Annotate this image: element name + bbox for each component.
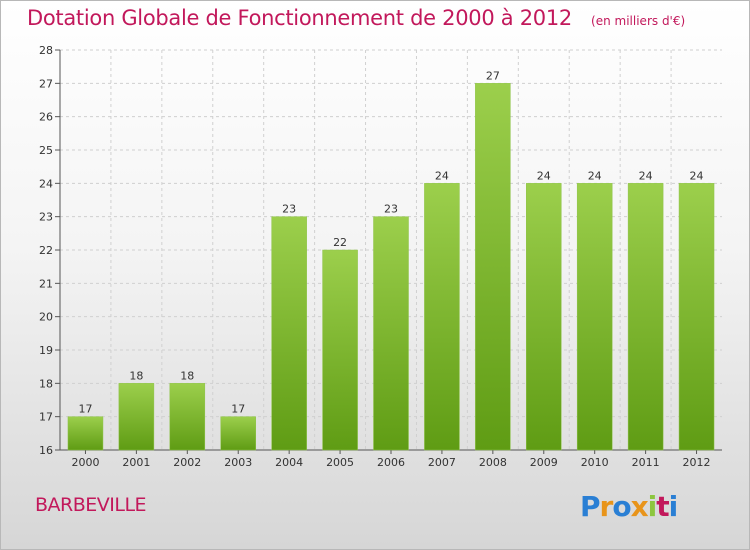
bar xyxy=(424,183,460,451)
y-tick-label: 18 xyxy=(39,377,53,390)
bar-value-label: 17 xyxy=(231,403,245,416)
logo-letter: i xyxy=(668,490,679,523)
x-tick-label: 2011 xyxy=(632,456,660,469)
place-name: BARBEVILLE xyxy=(35,494,147,516)
labels: 17 2000 18 2001 18 2002 17 2003 23 2004 22 2005 23 20… xyxy=(71,69,710,469)
bar xyxy=(475,83,511,451)
bar-value-label: 18 xyxy=(129,369,143,382)
bar xyxy=(373,216,409,451)
logo-letter: o xyxy=(612,490,631,523)
bar xyxy=(67,416,104,451)
x-tick-label: 2008 xyxy=(479,456,507,469)
bar xyxy=(271,216,307,451)
bar xyxy=(526,183,562,451)
y-tick-label: 17 xyxy=(39,411,53,424)
bar-value-label: 24 xyxy=(690,169,704,182)
bar-value-label: 17 xyxy=(78,403,92,416)
bar-value-label: 24 xyxy=(537,169,551,182)
chart-subtitle: (en milliers d'€) xyxy=(591,14,686,28)
bar xyxy=(169,383,206,451)
x-tick-label: 2010 xyxy=(581,456,609,469)
y-tick-label: 26 xyxy=(39,111,53,124)
logo-letter: r xyxy=(599,490,614,523)
x-tick-label: 2001 xyxy=(122,456,150,469)
x-tick-label: 2002 xyxy=(173,456,201,469)
x-tick-label: 2012 xyxy=(683,456,711,469)
x-tick-label: 2004 xyxy=(275,456,303,469)
x-tick-label: 2003 xyxy=(224,456,252,469)
y-tick-label: 25 xyxy=(39,144,53,157)
x-tick-label: 2005 xyxy=(326,456,354,469)
logo-letter: x xyxy=(630,490,649,523)
bar xyxy=(576,183,613,451)
x-tick-label: 2007 xyxy=(428,456,456,469)
bar-value-label: 27 xyxy=(486,69,500,82)
bars xyxy=(67,83,715,451)
y-tick-label: 21 xyxy=(39,277,53,290)
bar-value-label: 24 xyxy=(639,169,653,182)
y-tick-label: 19 xyxy=(39,344,53,357)
logo-letter: P xyxy=(580,490,601,523)
bar-value-label: 22 xyxy=(333,236,347,249)
chart-header: Dotation Globale de Fonctionnement de 20… xyxy=(27,6,685,30)
bar xyxy=(322,249,358,451)
logo-letter: i xyxy=(647,490,658,523)
chart-title: Dotation Globale de Fonctionnement de 20… xyxy=(27,6,572,30)
x-tick-label: 2009 xyxy=(530,456,558,469)
y-tick-label: 24 xyxy=(39,177,53,190)
bar-value-label: 23 xyxy=(282,203,296,216)
bar-value-label: 23 xyxy=(384,203,398,216)
y-tick-label: 28 xyxy=(39,44,53,57)
y-tick-label: 27 xyxy=(39,77,53,90)
y-tick-label: 20 xyxy=(39,311,53,324)
y-tick-label: 23 xyxy=(39,211,53,224)
logo-letter: t xyxy=(656,490,669,523)
bar xyxy=(118,383,155,451)
bar xyxy=(220,416,256,451)
bar-value-label: 18 xyxy=(180,369,194,382)
bar-value-label: 24 xyxy=(435,169,449,182)
bar xyxy=(678,183,715,451)
y-tick-label: 22 xyxy=(39,244,53,257)
bar-value-label: 24 xyxy=(588,169,602,182)
x-tick-label: 2006 xyxy=(377,456,405,469)
x-tick-label: 2000 xyxy=(71,456,99,469)
proxiti-logo: Proxiti xyxy=(580,490,679,523)
bar xyxy=(627,183,664,451)
y-tick-label: 16 xyxy=(39,444,53,457)
